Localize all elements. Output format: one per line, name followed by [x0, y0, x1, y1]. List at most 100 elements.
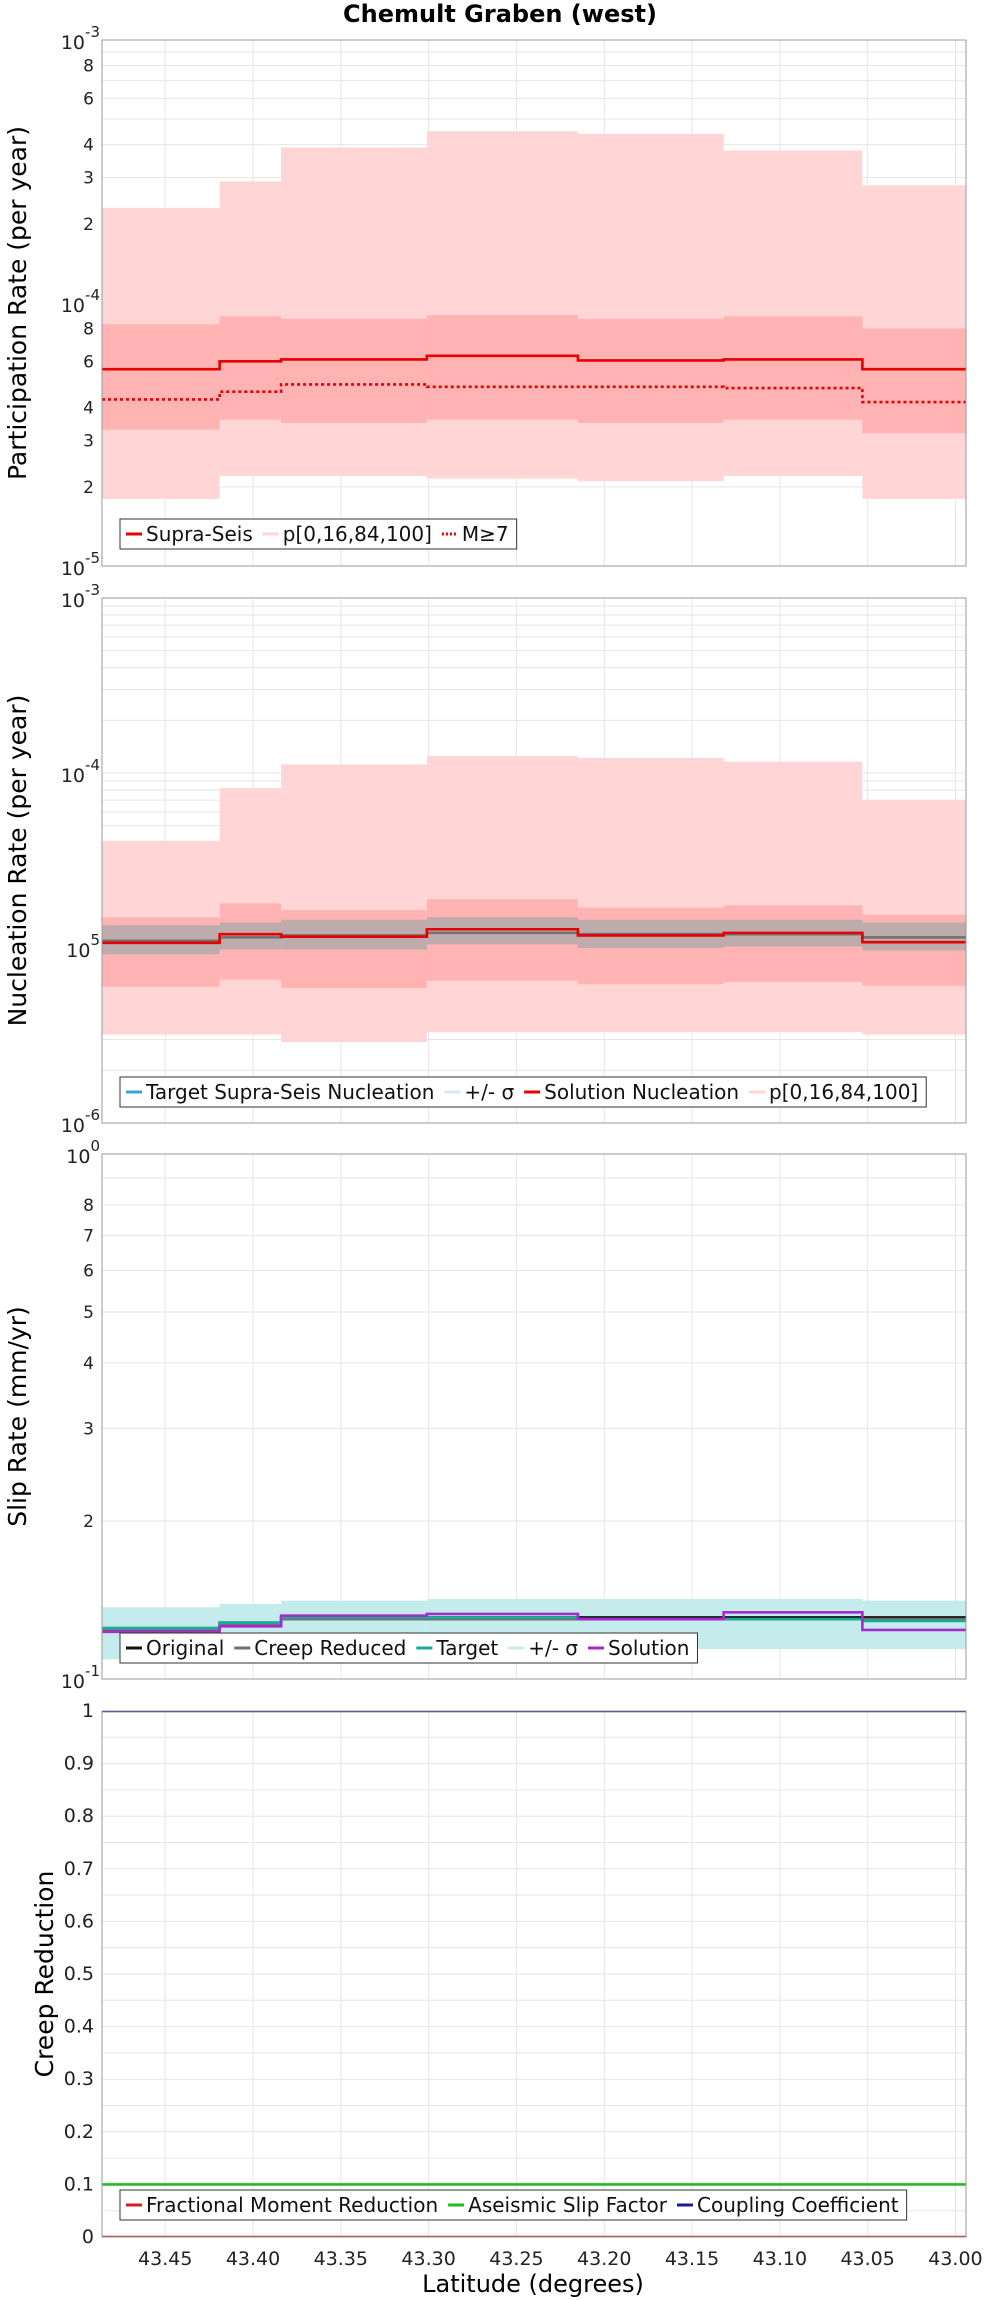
- band-0-segment: [577, 133, 724, 482]
- y-tick-label: 10-4: [61, 756, 100, 787]
- panel-creep-reduction: 0 0.1 0.2 0.3 0.4 0.5 0.6 0.7 0.8 0.9 1 Creep Reduc…: [30, 1700, 983, 2270]
- y-minor-tick-label: 3: [83, 432, 94, 452]
- x-tick-label: 43.05: [840, 2248, 894, 2270]
- y-tick-label: 0.6: [64, 1910, 94, 1932]
- y-minor-tick-label: 4: [83, 399, 94, 419]
- y-minor-tick-label: 2: [83, 478, 94, 498]
- band-0-segment: [281, 147, 427, 476]
- plot-frame: [101, 597, 967, 1124]
- x-ticks: 43.45 43.40 43.35 43.30 43.25 43.20 43.15 43.10…: [138, 2248, 983, 2270]
- y-tick-label: 105: [66, 931, 100, 962]
- bands: [102, 131, 966, 499]
- y-tick-exponent: -4: [85, 756, 100, 774]
- x-tick-label: 43.35: [314, 2248, 368, 2270]
- band-0-segment: [723, 761, 863, 1033]
- y-ticks: 10-5 10-4 10-3 2 3 4 6 8 2 3 4 6 8: [61, 23, 100, 580]
- plot-frame: [101, 1710, 967, 2238]
- y-tick-label: 0.5: [64, 1963, 94, 1985]
- legend-item-label: Solution: [608, 1636, 689, 1660]
- y-ticks: 0 0.1 0.2 0.3 0.4 0.5 0.6 0.7 0.8 0.9 1: [64, 1700, 94, 2248]
- series-line-supra-seis: [102, 354, 966, 371]
- panel-nucleation-rate: 10-6 105 10-4 10-3 Nucleation Rate (per year…: [3, 581, 967, 1137]
- y-ticks: 10-1 100 2 3 4 5 6 7 8: [61, 1137, 100, 1693]
- y-minor-tick-label: 6: [83, 1261, 94, 1281]
- y-tick-label: 10-3: [61, 581, 100, 612]
- y-tick-label: 0.8: [64, 1805, 94, 1827]
- legend-item-label: +/- σ: [528, 1636, 578, 1660]
- x-tick-label: 43.30: [401, 2248, 455, 2270]
- plot-frame: [101, 39, 967, 567]
- y-tick-exponent: -1: [85, 1662, 100, 1680]
- x-tick-label: 43.00: [928, 2248, 982, 2270]
- x-tick-label: 43.15: [665, 2248, 719, 2270]
- band-1-segment: [426, 315, 578, 420]
- y-minor-tick-label: 4: [83, 136, 94, 156]
- y-tick-label: 10-5: [61, 549, 100, 580]
- y-minor-tick-label: 3: [83, 1420, 94, 1440]
- legend-item-label: Fractional Moment Reduction: [146, 2193, 438, 2217]
- y-minor-tick-label: 6: [83, 89, 94, 109]
- y-tick-exponent: 0: [90, 1137, 100, 1155]
- x-tick-label: 43.20: [577, 2248, 631, 2270]
- x-tick-label: 43.40: [226, 2248, 280, 2270]
- y-axis-label: Participation Rate (per year): [3, 126, 32, 480]
- y-tick-label: 0.9: [64, 1753, 94, 1775]
- y-minor-tick-label: 2: [83, 1512, 94, 1532]
- y-minor-tick-label: 8: [83, 319, 94, 339]
- y-tick-label: 10-6: [61, 1106, 100, 1137]
- legend-item-label: Target Supra-Seis Nucleation: [145, 1080, 434, 1104]
- y-tick-label: 0.7: [64, 1858, 94, 1880]
- band-1-segment: [862, 328, 966, 434]
- y-tick-exponent: -3: [85, 581, 100, 599]
- y-tick-label: 10-1: [61, 1662, 100, 1693]
- legend: Fractional Moment Reduction Aseismic Slip…: [119, 2189, 908, 2221]
- grid: [102, 1710, 966, 2238]
- y-tick-label: 1: [82, 1700, 94, 1722]
- legend: Supra-Seis p[0,16,84,100] M≥7: [119, 518, 518, 550]
- legend-box: [119, 1076, 927, 1108]
- y-axis-label: Nucleation Rate (per year): [3, 695, 32, 1027]
- band-1-segment: [281, 318, 427, 423]
- y-tick-exponent: -3: [85, 23, 100, 41]
- legend: Original Creep Reduced Target +/- σ Solution: [119, 1632, 698, 1664]
- y-tick-label: 0.4: [64, 2016, 94, 2038]
- band-0-segment: [426, 756, 578, 1033]
- plot-frame: [101, 1153, 967, 1680]
- x-tick-label: 43.25: [489, 2248, 543, 2270]
- legend: Target Supra-Seis Nucleation +/- σ Solutio…: [119, 1076, 927, 1108]
- y-tick-exponent: -5: [85, 549, 100, 567]
- panel-participation-rate: 10-5 10-4 10-3 2 3 4 6 8 2 3 4 6 8 Participation Rate…: [3, 23, 967, 580]
- y-axis-label: Creep Reduction: [30, 1871, 59, 2078]
- y-minor-tick-label: 8: [83, 56, 94, 76]
- y-tick-label: 0: [82, 2226, 94, 2248]
- y-minor-tick-label: 5: [83, 1303, 94, 1323]
- y-minor-tick-label: 3: [83, 169, 94, 189]
- chart-title: Chemult Graben (west): [343, 0, 657, 28]
- y-minor-tick-label: 7: [83, 1226, 94, 1246]
- legend-item-label: Creep Reduced: [254, 1636, 406, 1660]
- series-line-solution-nucleation: [102, 927, 966, 945]
- grid: [102, 1154, 966, 1680]
- legend-item-label: p[0,16,84,100]: [283, 522, 432, 546]
- legend-item-label: Supra-Seis: [146, 522, 253, 546]
- y-tick-label: 0.3: [64, 2068, 94, 2090]
- series-line-solution: [102, 1610, 966, 1634]
- legend-item-label: Original: [146, 1636, 224, 1660]
- y-minor-tick-label: 6: [83, 352, 94, 372]
- y-tick-label: 100: [66, 1137, 100, 1168]
- series: [102, 354, 966, 404]
- y-minor-tick-label: 4: [83, 1354, 94, 1374]
- legend-item-label: Aseismic Slip Factor: [468, 2193, 668, 2217]
- band-1-segment: [723, 316, 863, 420]
- y-minor-tick-label: 8: [83, 1196, 94, 1216]
- y-ticks: 10-6 105 10-4 10-3: [61, 581, 100, 1137]
- band-1-segment: [102, 324, 220, 430]
- legend-item-label: +/- σ: [464, 1080, 514, 1104]
- y-tick-label: 10-4: [61, 286, 100, 317]
- series: [102, 1711, 966, 2237]
- legend-box: [119, 2189, 908, 2221]
- band-0-segment: [723, 150, 863, 476]
- y-tick-label: 10-3: [61, 23, 100, 54]
- y-tick-exponent: 5: [90, 931, 100, 949]
- series-line-m-7: [102, 383, 966, 404]
